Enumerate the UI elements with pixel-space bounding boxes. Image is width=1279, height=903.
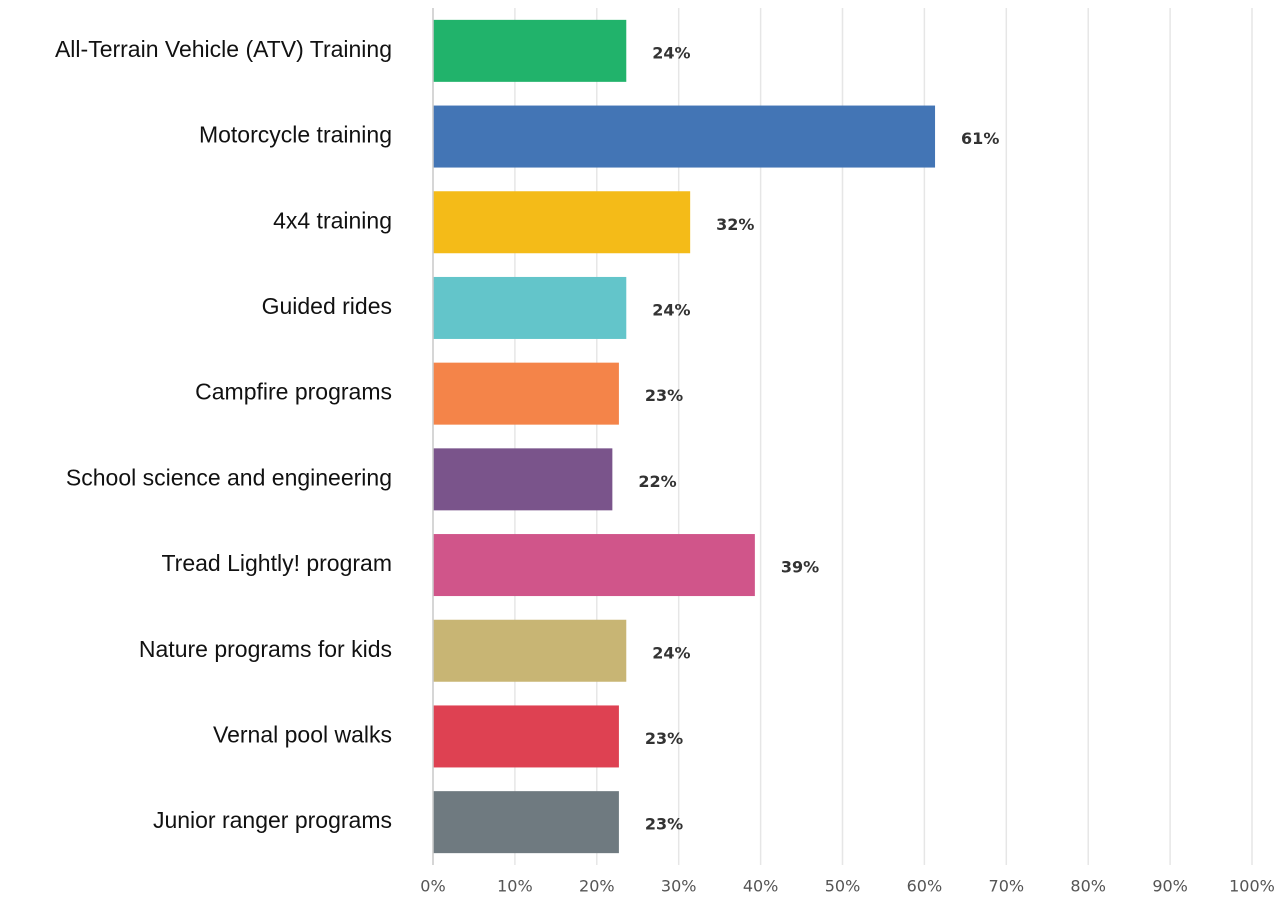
value-label: 32% <box>716 215 754 234</box>
y-tick-label: All-Terrain Vehicle (ATV) Training <box>55 36 392 62</box>
y-tick-label: Motorcycle training <box>199 122 392 148</box>
y-tick-label: Nature programs for kids <box>139 636 392 662</box>
bar <box>433 19 627 82</box>
y-tick-label: Tread Lightly! program <box>161 550 392 576</box>
x-tick-label: 0% <box>420 877 445 896</box>
bar <box>433 448 613 511</box>
x-tick-label: 70% <box>989 877 1025 896</box>
value-label: 24% <box>652 643 690 662</box>
x-tick-label: 10% <box>497 877 533 896</box>
x-tick-label: 80% <box>1070 877 1106 896</box>
value-label: 24% <box>652 300 690 319</box>
bar <box>433 276 627 339</box>
bar <box>433 791 619 854</box>
x-tick-label: 50% <box>825 877 861 896</box>
y-tick-label: Guided rides <box>262 293 392 319</box>
value-label: 23% <box>645 386 683 405</box>
bar <box>433 705 619 768</box>
y-tick-label: Vernal pool walks <box>213 722 392 748</box>
bar <box>433 619 627 682</box>
y-tick-label: Junior ranger programs <box>153 807 392 833</box>
bar <box>433 105 936 168</box>
value-label: 22% <box>638 472 676 491</box>
x-tick-label: 100% <box>1229 877 1275 896</box>
value-label: 39% <box>781 558 819 577</box>
value-label: 23% <box>645 815 683 834</box>
x-tick-label: 90% <box>1152 877 1188 896</box>
x-tick-label: 30% <box>661 877 697 896</box>
bar <box>433 362 619 425</box>
bar <box>433 534 755 597</box>
x-tick-label: 60% <box>907 877 943 896</box>
value-label: 61% <box>961 129 999 148</box>
x-tick-label: 40% <box>743 877 779 896</box>
y-tick-label: School science and engineering <box>66 464 392 490</box>
y-tick-label: Campfire programs <box>195 379 392 405</box>
x-tick-label: 20% <box>579 877 615 896</box>
y-tick-label: 4x4 training <box>273 207 392 233</box>
value-label: 23% <box>645 729 683 748</box>
bar <box>433 191 691 254</box>
value-label: 24% <box>652 43 690 62</box>
